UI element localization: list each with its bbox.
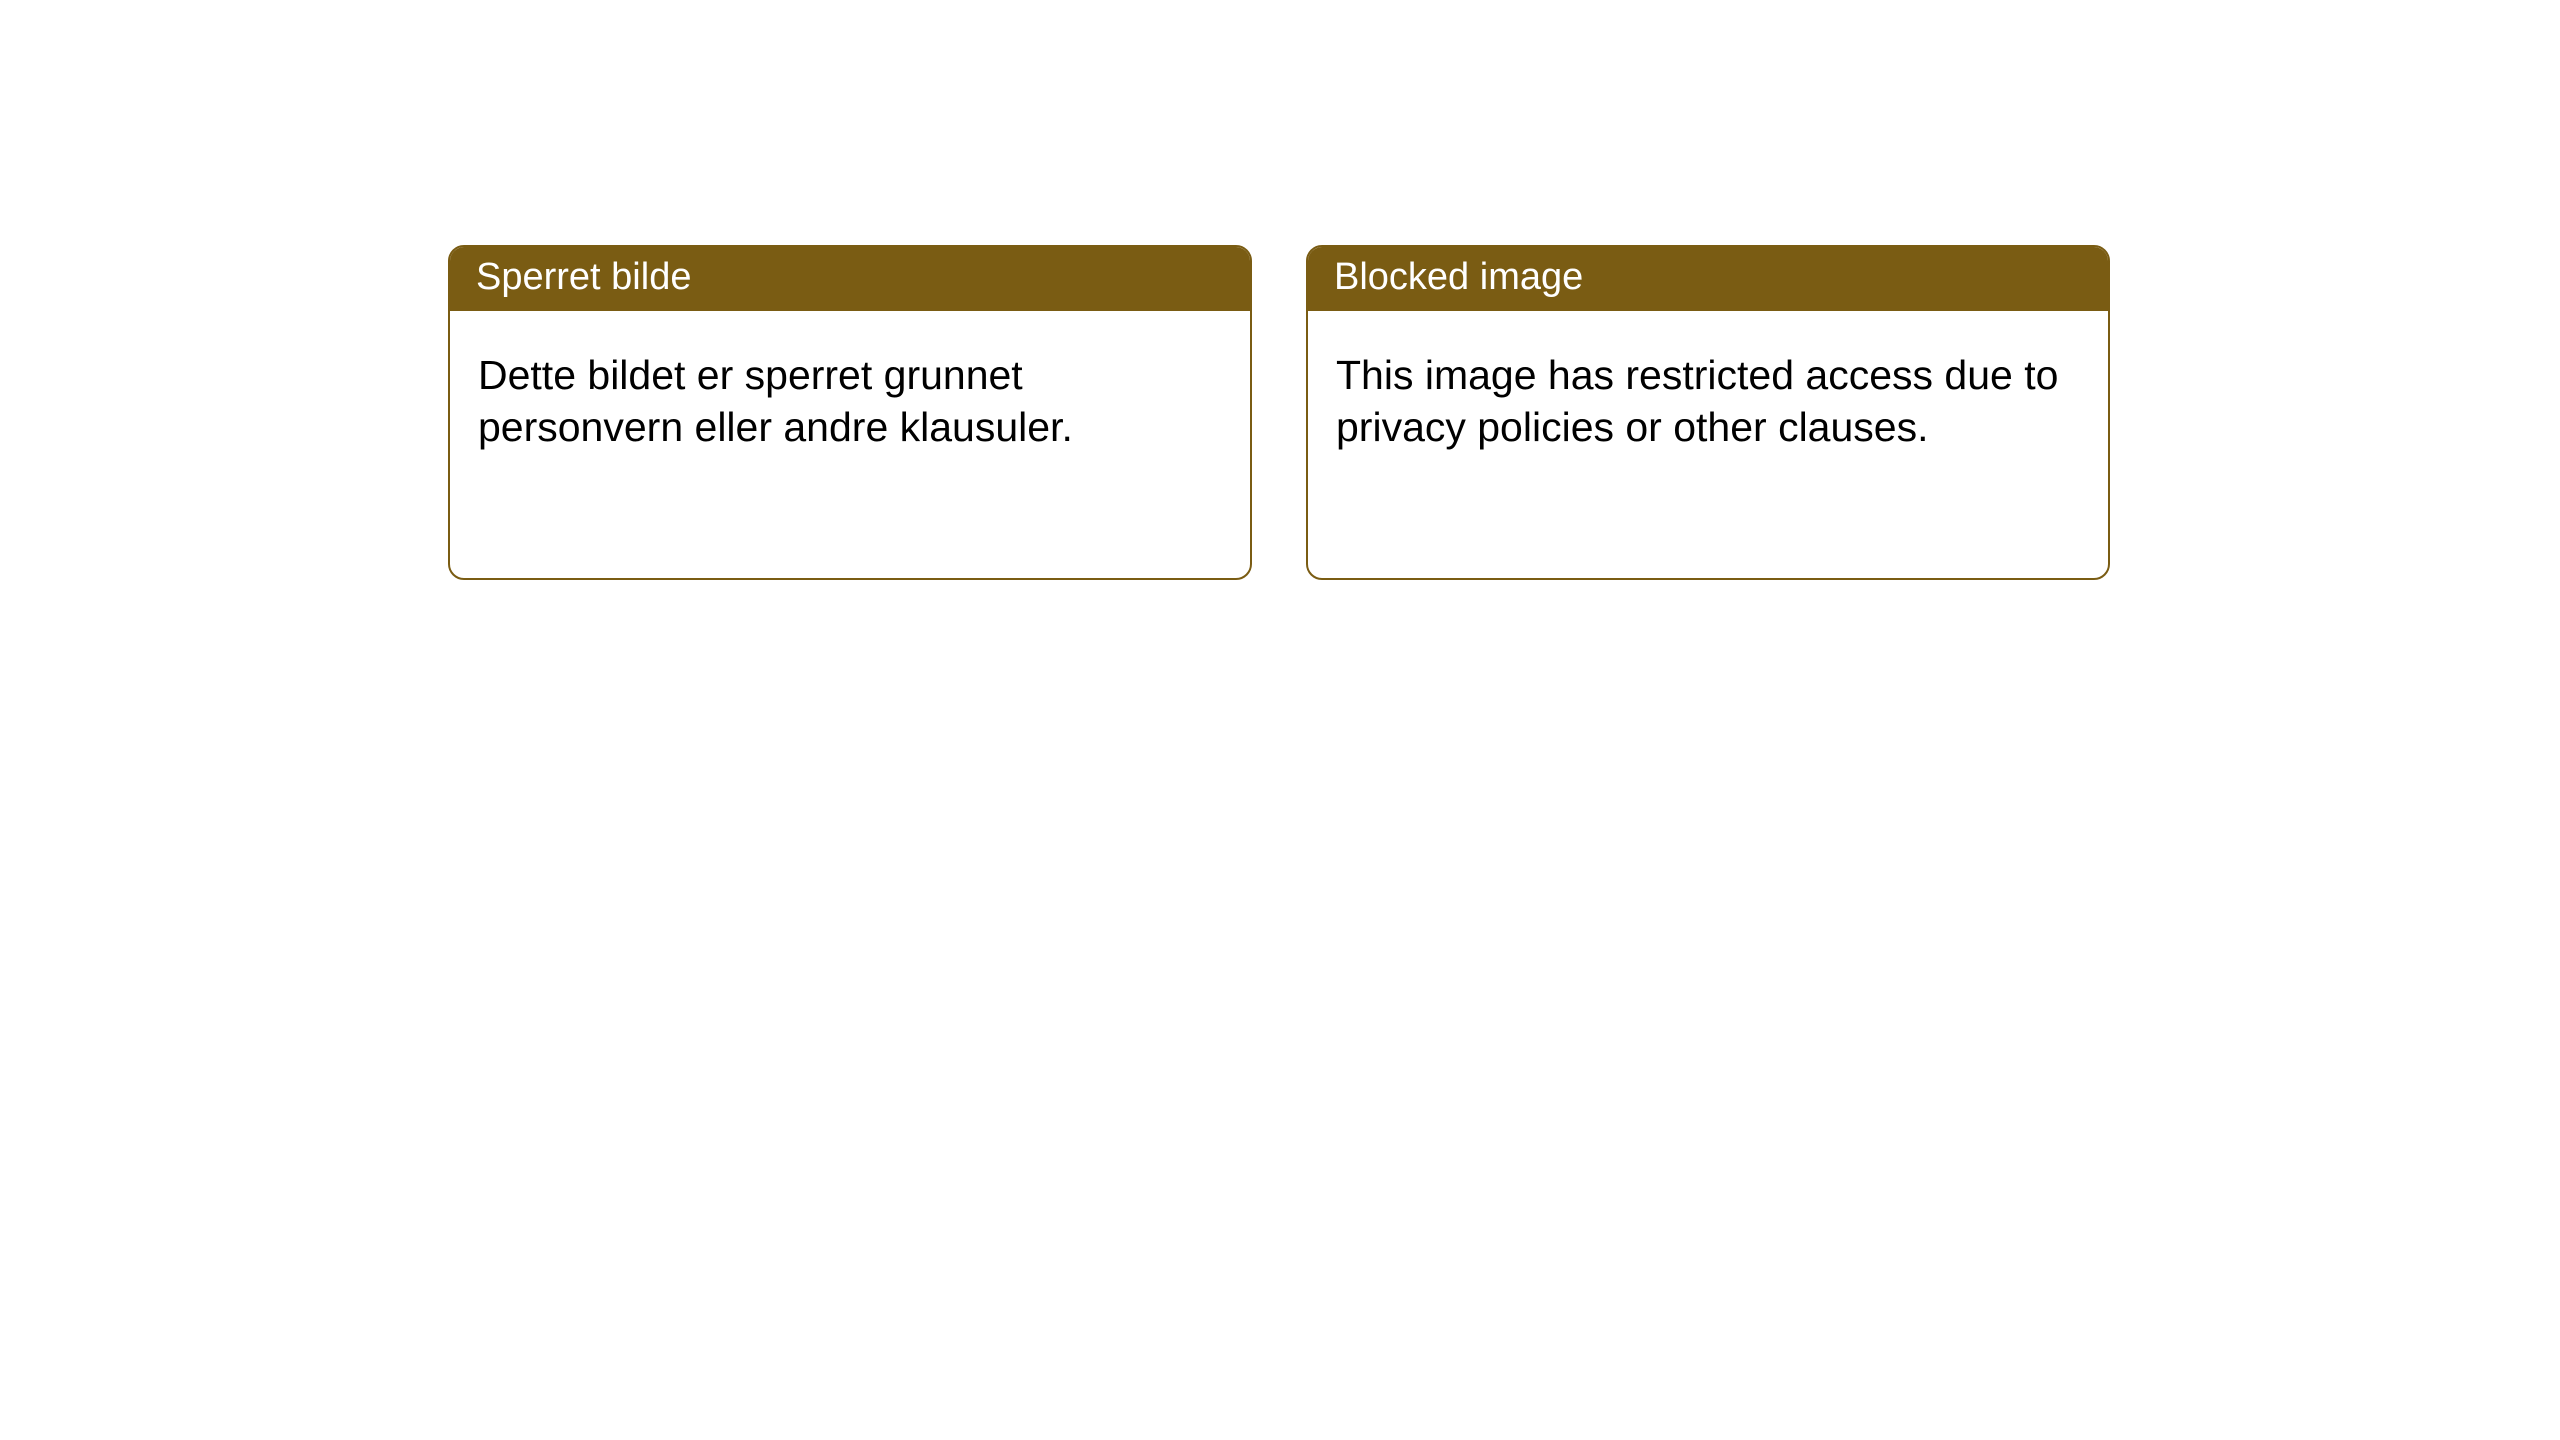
notice-title: Sperret bilde	[476, 256, 691, 298]
notice-body: This image has restricted access due to …	[1308, 311, 2108, 482]
notice-title: Blocked image	[1334, 256, 1583, 298]
notice-container: Sperret bilde Dette bildet er sperret gr…	[0, 0, 2560, 580]
notice-body: Dette bildet er sperret grunnet personve…	[450, 311, 1250, 482]
notice-header: Blocked image	[1308, 247, 2108, 311]
notice-card-english: Blocked image This image has restricted …	[1306, 245, 2110, 580]
notice-header: Sperret bilde	[450, 247, 1250, 311]
notice-body-text: This image has restricted access due to …	[1336, 352, 2058, 450]
notice-body-text: Dette bildet er sperret grunnet personve…	[478, 352, 1073, 450]
notice-card-norwegian: Sperret bilde Dette bildet er sperret gr…	[448, 245, 1252, 580]
